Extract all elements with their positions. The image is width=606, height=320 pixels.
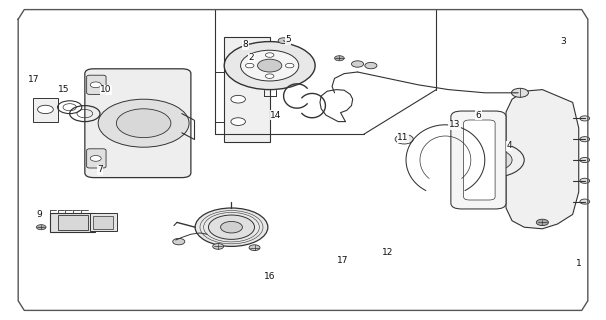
FancyBboxPatch shape xyxy=(464,120,495,200)
Circle shape xyxy=(335,56,344,61)
Circle shape xyxy=(511,88,528,97)
Text: 9: 9 xyxy=(36,210,42,219)
FancyBboxPatch shape xyxy=(451,111,506,209)
Circle shape xyxy=(249,245,260,251)
Circle shape xyxy=(231,70,245,77)
Circle shape xyxy=(224,42,315,90)
Circle shape xyxy=(400,137,408,141)
Text: 17: 17 xyxy=(337,256,348,265)
Bar xyxy=(224,37,270,142)
Bar xyxy=(50,213,95,232)
Circle shape xyxy=(90,82,101,88)
Circle shape xyxy=(580,116,590,121)
Circle shape xyxy=(265,74,274,78)
Circle shape xyxy=(231,118,245,125)
Circle shape xyxy=(116,109,171,138)
Circle shape xyxy=(208,215,255,239)
Text: 15: 15 xyxy=(58,85,69,94)
Text: 4: 4 xyxy=(506,141,512,150)
Circle shape xyxy=(195,208,268,246)
Circle shape xyxy=(580,178,590,183)
Text: 17: 17 xyxy=(28,76,39,84)
Text: 14: 14 xyxy=(270,111,281,120)
Circle shape xyxy=(580,137,590,142)
Circle shape xyxy=(580,157,590,163)
Circle shape xyxy=(231,95,245,103)
Text: 5: 5 xyxy=(285,36,291,44)
Circle shape xyxy=(278,38,289,44)
Text: 12: 12 xyxy=(382,248,393,257)
Circle shape xyxy=(245,63,254,68)
Circle shape xyxy=(484,156,498,164)
Circle shape xyxy=(285,63,294,68)
Text: 10: 10 xyxy=(101,85,112,94)
Circle shape xyxy=(38,105,53,114)
Polygon shape xyxy=(506,90,579,229)
Circle shape xyxy=(580,199,590,204)
Bar xyxy=(33,98,58,122)
Circle shape xyxy=(241,50,299,81)
Bar xyxy=(90,213,117,231)
Circle shape xyxy=(90,156,101,161)
Text: 11: 11 xyxy=(398,133,408,142)
Circle shape xyxy=(98,99,189,147)
Text: 7: 7 xyxy=(97,165,103,174)
Circle shape xyxy=(36,225,46,230)
Circle shape xyxy=(221,221,242,233)
FancyBboxPatch shape xyxy=(85,69,191,178)
FancyBboxPatch shape xyxy=(87,75,106,94)
FancyBboxPatch shape xyxy=(87,149,106,168)
Text: 16: 16 xyxy=(264,272,275,281)
Circle shape xyxy=(351,61,364,67)
Text: 2: 2 xyxy=(248,53,255,62)
Circle shape xyxy=(173,238,185,245)
Text: 13: 13 xyxy=(449,120,460,129)
Circle shape xyxy=(458,142,524,178)
Circle shape xyxy=(395,134,413,144)
Circle shape xyxy=(213,244,224,249)
Text: 3: 3 xyxy=(561,37,567,46)
Circle shape xyxy=(258,59,282,72)
Text: 1: 1 xyxy=(576,260,582,268)
Circle shape xyxy=(365,62,377,69)
Bar xyxy=(93,216,113,229)
Bar xyxy=(58,215,88,230)
Text: 6: 6 xyxy=(476,111,482,120)
Circle shape xyxy=(265,53,274,57)
Text: 8: 8 xyxy=(242,40,248,49)
Circle shape xyxy=(536,219,548,226)
Circle shape xyxy=(470,149,512,171)
